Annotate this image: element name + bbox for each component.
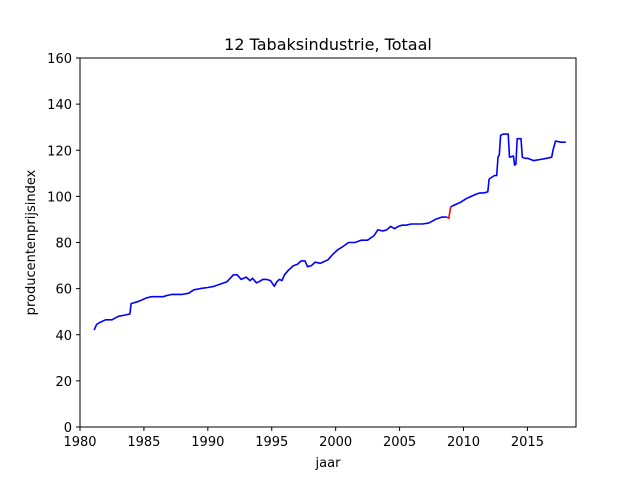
y-tick-label: 0 [64, 421, 72, 436]
x-axis-label: jaar [315, 456, 342, 471]
x-tick-label: 1995 [255, 435, 288, 450]
x-tick-label: 2005 [383, 435, 416, 450]
plot-lines [93, 133, 566, 331]
y-axis: 0 20 40 60 80 100 120 140 160 [47, 52, 80, 436]
chart-title: 12 Tabaksindustrie, Totaal [224, 35, 432, 54]
y-tick-label: 120 [47, 144, 72, 159]
y-tick-label: 100 [47, 190, 72, 205]
x-tick-label: 2010 [447, 435, 480, 450]
series-line-3 [450, 133, 566, 208]
x-tick-label: 2000 [319, 435, 352, 450]
y-axis-label: producentenprijsindex [24, 169, 39, 315]
x-tick-label: 1980 [63, 435, 96, 450]
series-line-1 [93, 216, 447, 331]
x-axis: 1980 1985 1990 1995 2000 2005 2010 2015 [63, 427, 544, 450]
y-tick-label: 160 [47, 52, 72, 67]
x-tick-label: 2015 [511, 435, 544, 450]
y-tick-label: 80 [55, 237, 72, 252]
y-tick-label: 140 [47, 98, 72, 113]
x-tick-label: 1990 [191, 435, 224, 450]
x-tick-label: 1985 [127, 435, 160, 450]
y-tick-label: 40 [55, 329, 72, 344]
y-tick-label: 20 [55, 375, 72, 390]
series-line-2 [446, 206, 452, 220]
y-tick-label: 60 [55, 283, 72, 298]
